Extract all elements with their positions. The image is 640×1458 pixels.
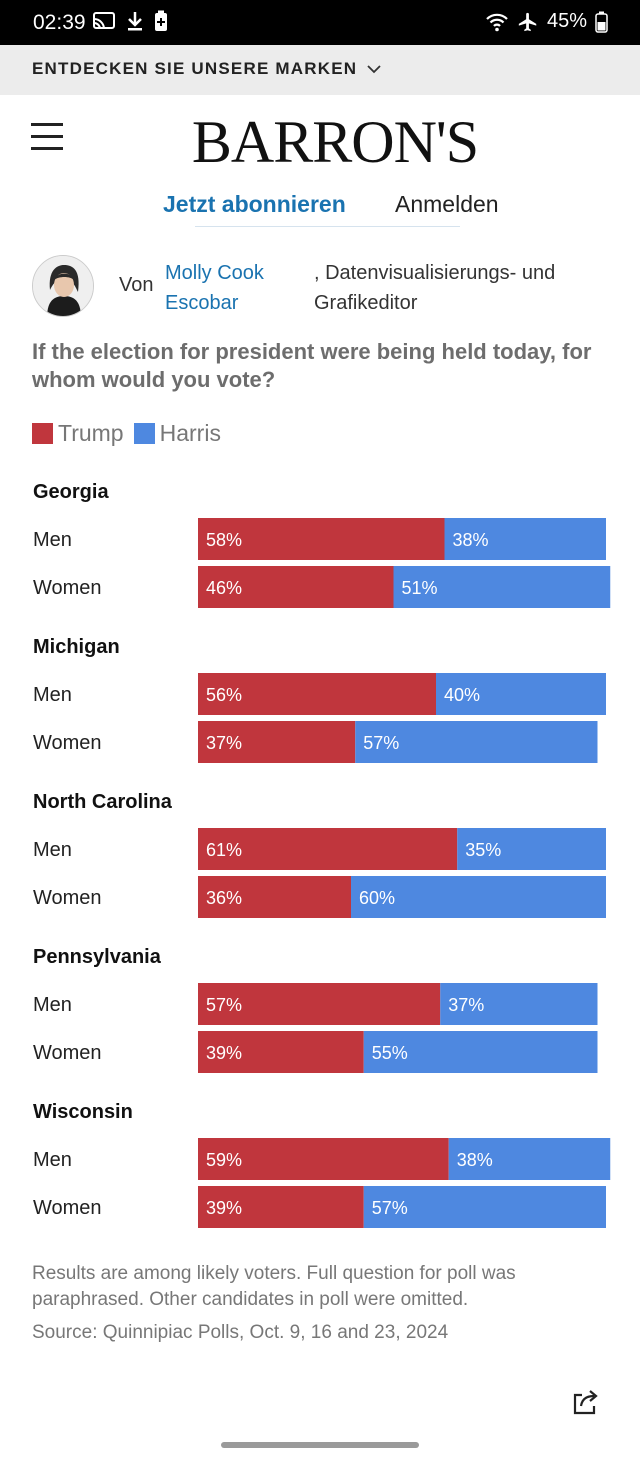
bar-harris-georgia-men xyxy=(444,518,606,560)
bar-label-trump-north-carolina-men: 61% xyxy=(206,840,242,860)
bar-label-harris-michigan-men: 40% xyxy=(444,685,480,705)
bar-label-trump-michigan-men: 56% xyxy=(206,685,242,705)
status-time: 02:39 xyxy=(33,11,86,34)
chevron-down-icon xyxy=(367,65,381,74)
bar-label-harris-north-carolina-women: 60% xyxy=(359,888,395,908)
row-label-wisconsin-men: Men xyxy=(33,1149,72,1171)
bar-label-trump-georgia-men: 58% xyxy=(206,530,242,550)
cast-icon xyxy=(93,12,115,30)
bar-label-harris-georgia-men: 38% xyxy=(453,530,489,550)
row-label-pennsylvania-women: Women xyxy=(33,1042,102,1064)
home-indicator[interactable] xyxy=(221,1442,419,1448)
row-label-michigan-men: Men xyxy=(33,684,72,706)
bar-harris-michigan-men xyxy=(436,673,606,715)
legend-item-trump: Trump xyxy=(32,420,124,447)
chart-title: If the election for president were being… xyxy=(32,339,592,392)
bar-harris-north-carolina-men xyxy=(457,828,606,870)
chart-legend: Trump Harris xyxy=(32,420,231,447)
bar-trump-pennsylvania-women xyxy=(198,1031,364,1073)
bar-label-trump-wisconsin-men: 59% xyxy=(206,1150,242,1170)
battery-icon xyxy=(595,11,608,33)
bar-label-harris-pennsylvania-women: 55% xyxy=(372,1043,408,1063)
row-label-north-carolina-women: Women xyxy=(33,887,102,909)
bar-harris-wisconsin-women xyxy=(363,1186,606,1228)
state-title-wisconsin: Wisconsin xyxy=(33,1101,133,1123)
state-title-georgia: Georgia xyxy=(33,481,109,503)
bar-harris-north-carolina-women xyxy=(351,876,606,918)
legend-swatch-trump xyxy=(32,423,53,444)
legend-swatch-harris xyxy=(133,423,155,444)
row-label-north-carolina-men: Men xyxy=(33,839,72,861)
brand-bar-label: ENTDECKEN SIE UNSERE MARKEN xyxy=(32,59,358,78)
legend-label-harris: Harris xyxy=(159,420,221,446)
login-button[interactable]: Anmelden xyxy=(395,191,499,217)
subscribe-button[interactable]: Jetzt abonnieren xyxy=(163,191,346,217)
bar-trump-wisconsin-women xyxy=(198,1186,364,1228)
bar-trump-pennsylvania-men xyxy=(198,983,441,1025)
bar-label-harris-north-carolina-men: 35% xyxy=(465,840,501,860)
bar-harris-pennsylvania-men xyxy=(440,983,598,1025)
legend-item-harris: Harris xyxy=(133,420,221,447)
bar-trump-michigan-men xyxy=(198,673,436,715)
chart-source: Source: Quinnipiac Polls, Oct. 9, 16 and… xyxy=(32,1322,449,1343)
battery-saver-icon xyxy=(155,10,167,31)
row-label-wisconsin-women: Women xyxy=(33,1197,102,1219)
bar-trump-wisconsin-men xyxy=(198,1138,449,1180)
brand-bar[interactable]: ENTDECKEN SIE UNSERE MARKEN xyxy=(0,45,640,95)
bar-label-trump-michigan-women: 37% xyxy=(206,733,242,753)
bar-label-trump-pennsylvania-women: 39% xyxy=(206,1043,242,1063)
bar-label-harris-georgia-women: 51% xyxy=(402,578,438,598)
bar-label-trump-wisconsin-women: 39% xyxy=(206,1198,242,1218)
byline-prefix: Von xyxy=(119,274,154,296)
author-avatar xyxy=(32,255,94,317)
menu-icon[interactable] xyxy=(31,123,63,151)
bar-label-trump-north-carolina-women: 36% xyxy=(206,888,242,908)
bar-label-harris-wisconsin-women: 57% xyxy=(372,1198,408,1218)
header-divider xyxy=(195,226,460,227)
bar-harris-pennsylvania-women xyxy=(363,1031,598,1073)
author-link[interactable]: Molly Cook Escobar xyxy=(165,262,264,314)
barrons-logo[interactable]: BARRON'S xyxy=(191,109,479,175)
bar-trump-georgia-men xyxy=(198,518,445,560)
bar-trump-north-carolina-men xyxy=(198,828,458,870)
bar-trump-north-carolina-women xyxy=(198,876,351,918)
legend-label-trump: Trump xyxy=(58,420,124,446)
row-label-michigan-women: Women xyxy=(33,732,102,754)
status-bar: 02:39 45% xyxy=(0,0,640,45)
download-icon xyxy=(128,12,142,31)
bar-label-harris-pennsylvania-men: 37% xyxy=(448,995,484,1015)
bar-trump-georgia-women xyxy=(198,566,394,608)
state-title-michigan: Michigan xyxy=(33,636,120,658)
chart-notes: Results are among likely voters. Full qu… xyxy=(32,1263,516,1310)
share-icon[interactable] xyxy=(570,1387,600,1417)
row-label-georgia-men: Men xyxy=(33,529,72,551)
state-title-north-carolina: North Carolina xyxy=(33,791,173,813)
state-title-pennsylvania: Pennsylvania xyxy=(33,946,162,968)
bar-label-harris-michigan-women: 57% xyxy=(363,733,399,753)
bar-harris-wisconsin-men xyxy=(448,1138,611,1180)
author-role: , Datenvisualisierungs- und Grafikeditor xyxy=(314,262,556,314)
bar-label-trump-georgia-women: 46% xyxy=(206,578,242,598)
airplane-mode-icon xyxy=(518,12,537,31)
row-label-pennsylvania-men: Men xyxy=(33,994,72,1016)
bar-harris-michigan-women xyxy=(355,721,598,763)
wifi-icon xyxy=(486,13,508,31)
bar-label-harris-wisconsin-men: 38% xyxy=(457,1150,493,1170)
bar-harris-georgia-women xyxy=(393,566,611,608)
bar-trump-michigan-women xyxy=(198,721,356,763)
row-label-georgia-women: Women xyxy=(33,577,102,599)
battery-percent: 45% xyxy=(546,10,587,32)
bar-label-trump-pennsylvania-men: 57% xyxy=(206,995,242,1015)
